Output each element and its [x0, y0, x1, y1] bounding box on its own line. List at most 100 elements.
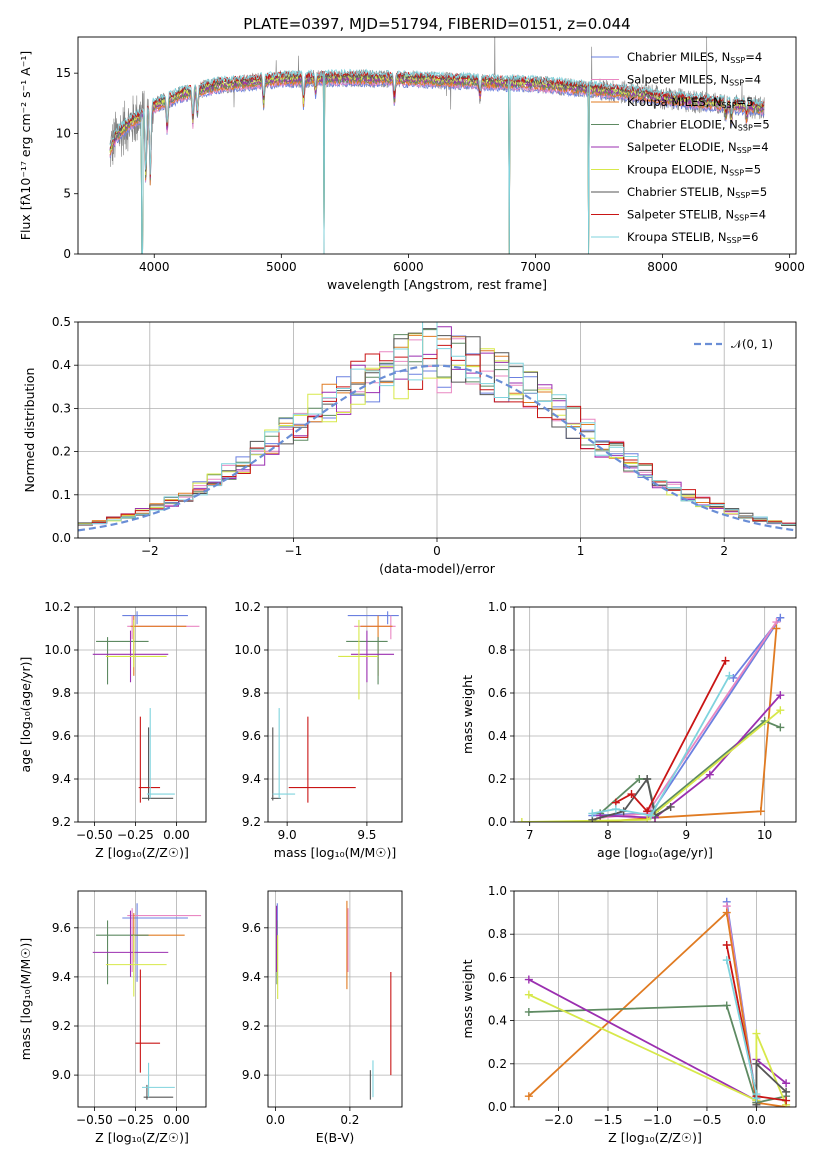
- y-tick-label: 9.4: [242, 772, 261, 786]
- y-tick-label: 10.0: [44, 643, 71, 657]
- y-ticks: 9.2 9.4 9.6 9.8 10.0 10.2: [44, 600, 78, 829]
- weight-line-8: [725, 959, 758, 1099]
- y-tick-label: 10: [56, 126, 71, 140]
- gaussian-legend-label: 𝒩(0, 1): [731, 337, 773, 351]
- plot-area: [517, 613, 785, 822]
- y-tick-label: 9.2: [52, 815, 71, 829]
- weight-marker: [524, 975, 533, 984]
- weight-marker: [776, 706, 785, 715]
- y-tick-label: 10.2: [234, 600, 261, 614]
- plot-area: [92, 611, 200, 803]
- weight-marker: [647, 811, 656, 820]
- y-tick-label: 9.6: [242, 921, 261, 935]
- panel-age-vs-Z: −0.50 −0.25 0.00 9.2 9.4 9.6 9.8 10.0 10.2 Z [log…: [18, 600, 207, 860]
- plot-area: [78, 322, 796, 532]
- legend-entry: Kroupa STELIB, NSSP=6: [627, 230, 758, 245]
- y-tick-label: 9.6: [52, 729, 71, 743]
- y-tick-label: 9.0: [242, 1068, 261, 1082]
- histogram-series-1: [78, 338, 796, 526]
- weight-marker: [666, 802, 675, 811]
- weight-marker: [705, 770, 714, 779]
- x-axis-label: (data-model)/error: [379, 561, 496, 576]
- y-tick-label: 9.8: [242, 686, 261, 700]
- weight-marker: [752, 1029, 761, 1038]
- x-ticks: 7 8 9 10: [526, 822, 772, 842]
- x-tick-label: 9000: [774, 260, 805, 274]
- x-ticks: −0.50 −0.25 0.00: [76, 822, 190, 842]
- y-tick-label: 15: [56, 66, 71, 80]
- grid: [514, 606, 796, 823]
- y-tick-label: 0.4: [52, 358, 71, 372]
- x-tick-label: 2: [720, 544, 728, 558]
- model-spectrum-8: [109, 68, 765, 254]
- y-tick-label: 9.4: [52, 772, 71, 786]
- x-ticks: −0.50 −0.25 0.00: [76, 1107, 190, 1127]
- x-tick-label: 9.0: [278, 828, 297, 842]
- x-tick-label: −0.25: [117, 1113, 154, 1127]
- legend-entry: Chabrier MILES, NSSP=4: [627, 50, 762, 65]
- grid: [268, 891, 402, 1107]
- panel-spectrum: 4000 5000 6000 7000 8000 9000 0 5 10 15 wavelength…: [18, 36, 805, 292]
- x-tick-label: 9.5: [357, 828, 376, 842]
- y-ticks: 9.0 9.2 9.4 9.6: [242, 921, 268, 1082]
- x-tick-label: 9: [683, 828, 691, 842]
- weight-marker: [524, 990, 533, 999]
- y-tick-label: 0.0: [488, 815, 507, 829]
- grid: [78, 891, 206, 1107]
- x-tick-label: −1.5: [593, 1113, 622, 1127]
- y-tick-label: 10.2: [44, 600, 71, 614]
- y-tick-label: 9.6: [242, 729, 261, 743]
- weight-marker: [782, 1079, 791, 1088]
- weight-line-8: [592, 675, 731, 817]
- y-tick-label: 0.6: [488, 970, 507, 984]
- x-ticks: −2 −1 0 1 2: [141, 538, 728, 558]
- x-tick-label: 7: [526, 828, 534, 842]
- weight-marker: [611, 805, 620, 814]
- weight-marker: [772, 624, 781, 633]
- legend-entry: Chabrier STELIB, NSSP=5: [627, 185, 767, 200]
- axes-frame: [77, 606, 207, 823]
- weight-marker: [776, 613, 785, 622]
- y-tick-label: 9.6: [52, 921, 71, 935]
- y-tick-label: 0: [63, 247, 71, 261]
- y-tick-label: 0.2: [488, 1057, 507, 1071]
- axes-frame: [77, 321, 797, 539]
- y-axis-label: Normed distribution: [22, 368, 37, 493]
- y-axis-label: age [log₁₀(age/yr)]: [18, 657, 33, 773]
- weight-marker: [722, 941, 731, 949]
- x-tick-label: 10: [757, 828, 772, 842]
- y-axis-label: mass [log₁₀(M/M☉)]: [18, 938, 33, 1060]
- y-tick-label: 5: [63, 187, 71, 201]
- weight-marker: [752, 1059, 761, 1068]
- grid: [514, 890, 796, 1108]
- y-tick-label: 0.0: [52, 531, 71, 545]
- y-tick-label: 10.0: [234, 643, 261, 657]
- weight-marker: [635, 775, 644, 783]
- y-tick-label: 0.4: [488, 729, 507, 743]
- y-tick-label: 0.8: [488, 927, 507, 941]
- x-axis-label: age [log₁₀(age/yr)]: [597, 845, 713, 860]
- x-tick-label: 0.2: [340, 1113, 359, 1127]
- grid: [268, 606, 402, 823]
- axes-frame: [513, 606, 797, 823]
- weight-marker: [721, 656, 730, 665]
- weight-line-3: [599, 719, 781, 815]
- x-tick-label: −0.50: [76, 828, 113, 842]
- legend-entry: Salpeter MILES, NSSP=4: [627, 73, 761, 88]
- y-tick-label: 9.4: [52, 970, 71, 984]
- weight-marker: [643, 815, 652, 822]
- x-axis-label: Z [log₁₀(Z/Z☉)]: [95, 1130, 189, 1145]
- x-tick-label: 8: [604, 828, 612, 842]
- x-axis-label: mass [log₁₀(M/M☉)]: [274, 845, 396, 860]
- x-tick-label: −2.0: [544, 1113, 573, 1127]
- grid: [78, 606, 206, 823]
- legend-entry: Salpeter ELODIE, NSSP=4: [627, 140, 769, 155]
- gaussian-curve: [78, 364, 796, 532]
- model-spectrum-2: [109, 76, 765, 254]
- legend-entry: Kroupa ELODIE, NSSP=5: [627, 163, 761, 178]
- weight-marker: [524, 1092, 533, 1101]
- histogram-series-7: [78, 344, 796, 526]
- y-tick-label: 0.3: [52, 401, 71, 415]
- y-tick-label: 9.2: [52, 1019, 71, 1033]
- y-tick-label: 0.1: [52, 488, 71, 502]
